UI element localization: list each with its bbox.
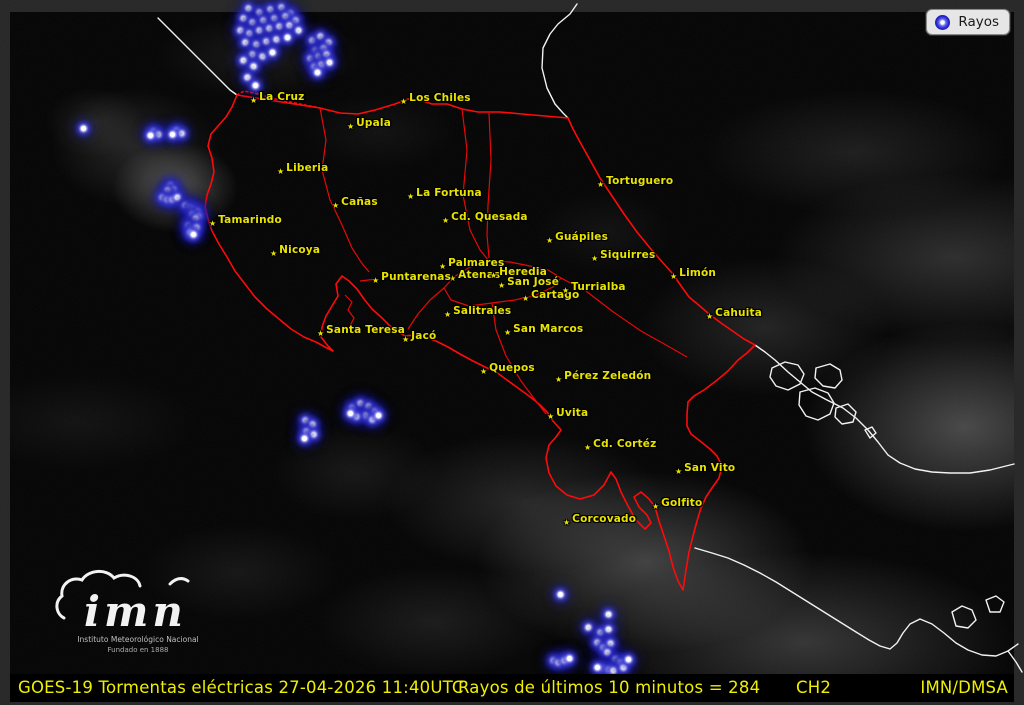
lightning-strike xyxy=(279,5,284,10)
logo-line1: Instituto Meteorológico Nacional xyxy=(77,635,198,644)
logo-script: imn xyxy=(84,587,187,636)
logo-line2: Fundado en 1888 xyxy=(108,646,169,654)
legend-label: Rayos xyxy=(958,14,999,30)
statusbar-channel: CH2 xyxy=(796,678,832,697)
logo-accent-stroke xyxy=(168,577,190,586)
status-bar: GOES-19 Tormentas eléctricas 27-04-2026 … xyxy=(10,674,1014,702)
statusbar-product: GOES-19 Tormentas eléctricas 27-04-2026 … xyxy=(18,678,464,697)
legend-rayos[interactable]: Rayos xyxy=(926,9,1010,35)
statusbar-agency: IMN/DMSA xyxy=(920,678,1008,697)
imn-logo: imn Instituto Meteorológico Nacional Fun… xyxy=(55,570,199,654)
lightning-dot-icon xyxy=(935,14,951,30)
statusbar-rays-count: Rayos de últimos 10 minutos = 284 xyxy=(458,678,761,697)
logo-cloud-swoosh xyxy=(55,570,142,620)
lightning-strike xyxy=(246,6,251,11)
